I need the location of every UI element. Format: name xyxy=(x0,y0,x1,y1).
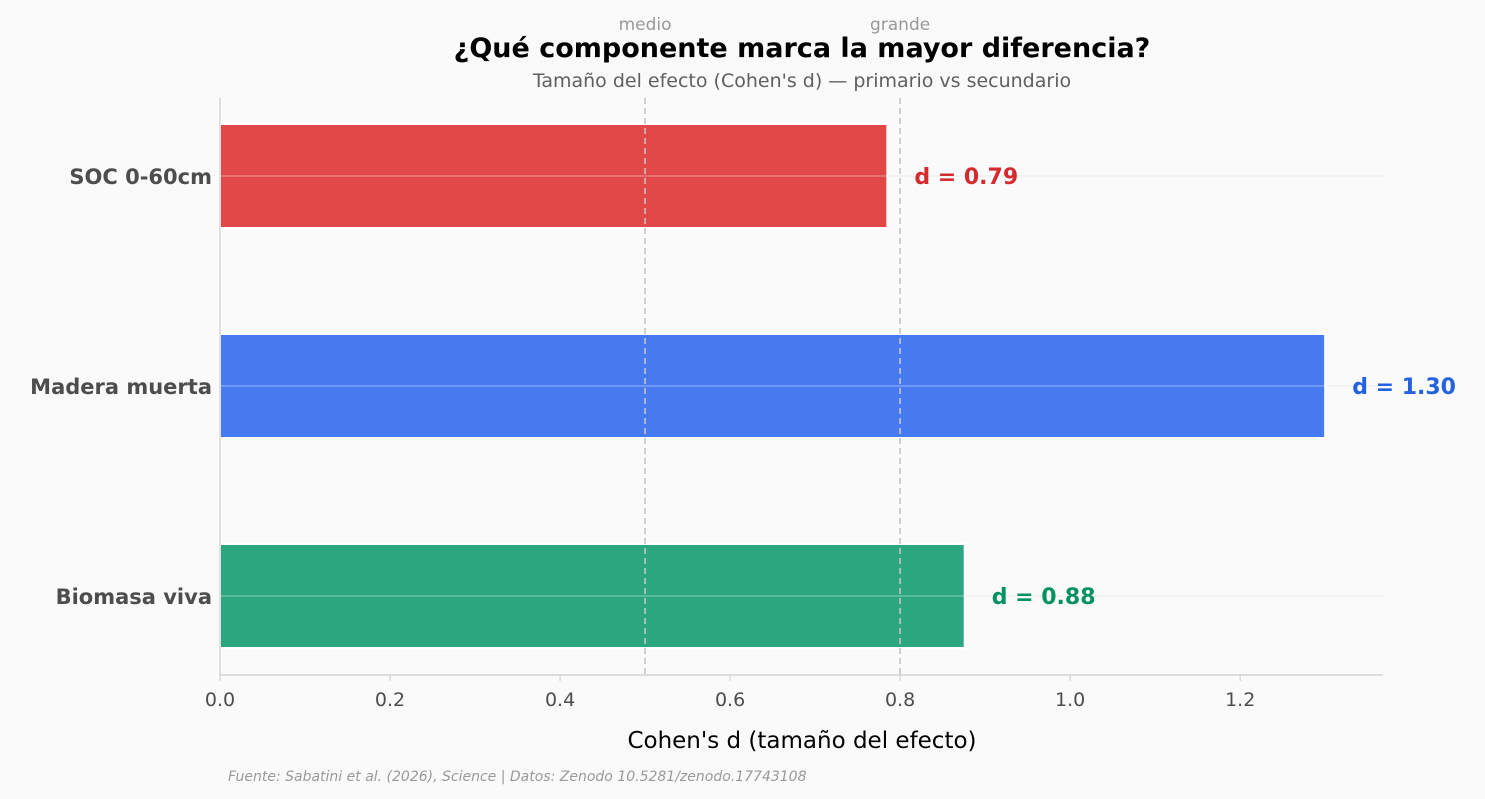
x-tick-label: 1.0 xyxy=(1055,689,1085,711)
x-tick-label: 0.2 xyxy=(375,689,405,711)
axes xyxy=(219,98,1383,676)
category-label: SOC 0-60cm xyxy=(69,165,212,189)
category-labels: SOC 0-60cm Madera muerta Biomasa viva xyxy=(30,165,212,609)
x-tick-label: 0.8 xyxy=(885,689,915,711)
x-tick-label: 0.4 xyxy=(545,689,575,711)
reference-lines: medio grande xyxy=(619,15,930,675)
data-label: d = 0.79 xyxy=(914,165,1018,190)
category-label: Madera muerta xyxy=(30,375,212,399)
x-axis-label: Cohen's d (tamaño del efecto) xyxy=(627,728,976,754)
chart-title: ¿Qué componente marca la mayor diferenci… xyxy=(454,33,1151,64)
reference-line-label: grande xyxy=(870,15,930,35)
bar xyxy=(219,543,966,649)
data-labels: d = 0.79 d = 1.30 d = 0.88 xyxy=(914,165,1456,610)
category-label: Biomasa viva xyxy=(56,585,212,609)
chart-subtitle: Tamaño del efecto (Cohen's d) — primario… xyxy=(532,70,1071,92)
x-ticks: 0.0 0.2 0.4 0.6 0.8 1.0 1.2 xyxy=(205,675,1255,711)
x-tick-label: 1.2 xyxy=(1225,689,1255,711)
data-label: d = 0.88 xyxy=(992,585,1096,610)
reference-line-label: medio xyxy=(619,15,672,35)
source-note: Fuente: Sabatini et al. (2026), Science … xyxy=(228,769,807,785)
data-label: d = 1.30 xyxy=(1352,375,1456,400)
x-tick-label: 0.0 xyxy=(205,689,235,711)
bar xyxy=(219,333,1327,439)
x-tick-label: 0.6 xyxy=(715,689,745,711)
bars xyxy=(219,123,1327,649)
bar xyxy=(219,123,889,229)
